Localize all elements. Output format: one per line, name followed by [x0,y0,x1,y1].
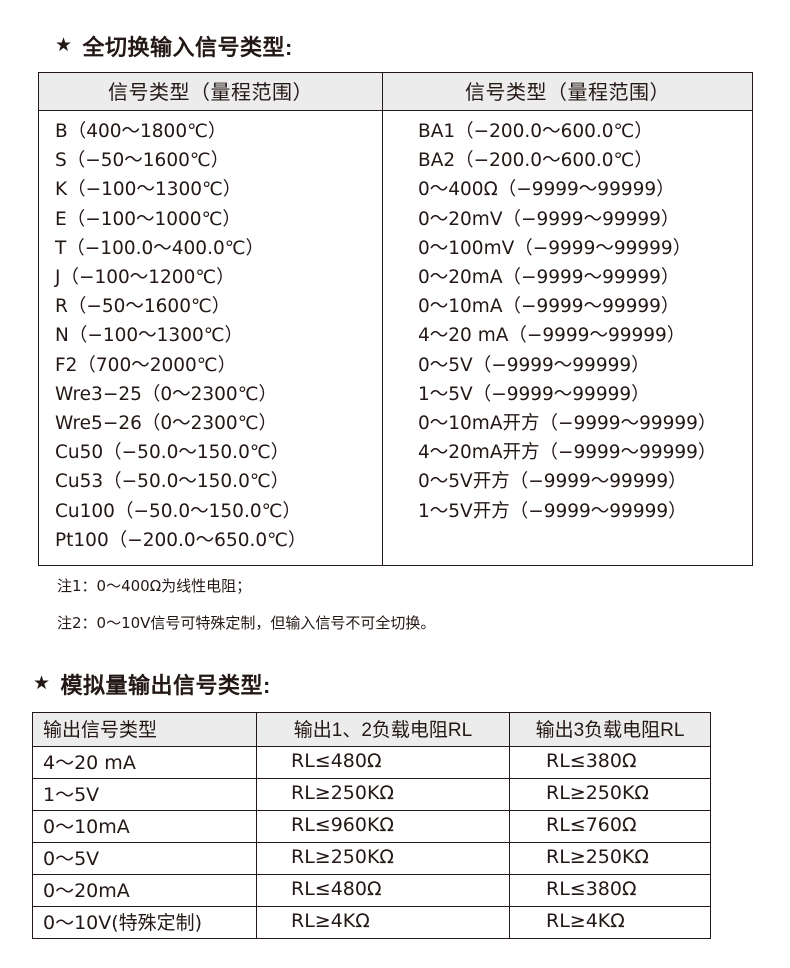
list-item: S（−50～1600℃） [55,150,230,172]
list-item: 0～5V开方（−9999～99999） [418,471,687,493]
list-item: E（−100～1000℃） [55,208,241,230]
right-signal-list: BA1（−200.0～600.0℃） BA2（−200.0～600.0℃） 0～… [383,117,752,526]
cell-output-signal: 0～10mA [32,810,257,843]
section-heading-analog-output-signal-types: ★ 模拟量输出信号类型: [33,668,271,700]
cell-rl-out12: RL≥4KΩ [256,906,510,939]
list-item: 0～400Ω（−9999～99999） [418,179,675,201]
star-icon: ★ [55,34,73,56]
list-item: Cu50（−50.0～150.0℃） [55,442,290,464]
list-item: 0～100mV（−9999～99999） [418,237,692,259]
section-heading-text: 模拟量输出信号类型: [60,673,271,698]
list-item: BA2（−200.0～600.0℃） [418,150,653,172]
list-item: BA1（−200.0～600.0℃） [418,121,653,142]
cell-output-signal: 0～5V [32,842,257,875]
left-signal-column: B（400～1800℃） S（−50～1600℃） K（−100～1300℃） … [38,109,383,567]
list-item: 4～20mA开方（−9999～99999） [418,442,717,464]
cell-rl-out3: RL≥4KΩ [509,906,711,939]
cell-output-signal: 0～20mA [32,874,257,907]
list-item: 0～10mA开方（−9999～99999） [418,413,717,435]
list-item: 1～5V开方（−9999～99999） [418,500,687,522]
analog-output-signal-types-table: 输出信号类型 输出1、2负载电阻RL 输出3负载电阻RL 4～20 mA RL≤… [32,712,711,939]
table-row: 0～5V RL≥250KΩ RL≥250KΩ [32,842,711,875]
list-item: B（400～1800℃） [55,121,227,142]
cell-rl-out3: RL≤380Ω [509,746,711,779]
list-item: F2（700～2000℃） [55,354,237,376]
note-line-2: 注2：0～10V信号可特殊定制，但输入信号不可全切换。 [57,614,436,632]
table-header-row: 输出信号类型 输出1、2负载电阻RL 输出3负载电阻RL [32,712,711,747]
list-item: K（−100～1300℃） [55,179,242,201]
list-item: 0～5V（−9999～99999） [418,354,650,376]
left-signal-list: B（400～1800℃） S（−50～1600℃） K（−100～1300℃） … [39,117,382,555]
cell-rl-out12: RL≤960KΩ [256,810,510,843]
column-header-load-resistance-out12: 输出1、2负载电阻RL [256,712,510,747]
table-row: 4～20 mA RL≤480Ω RL≤380Ω [32,746,711,779]
cell-rl-out3: RL≥250KΩ [509,778,711,811]
column-header-signal-type-right: 信号类型（量程范围） [382,72,753,111]
table-row: 0～20mA RL≤480Ω RL≤380Ω [32,874,711,907]
list-item: Wre5−26（0～2300℃） [55,413,277,435]
table-body-row: B（400～1800℃） S（−50～1600℃） K（−100～1300℃） … [38,109,753,567]
right-signal-column: BA1（−200.0～600.0℃） BA2（−200.0～600.0℃） 0～… [382,109,753,567]
column-header-signal-type-left: 信号类型（量程范围） [38,72,383,111]
cell-rl-out12: RL≤480Ω [256,874,510,907]
list-item: T（−100.0～400.0℃） [55,237,265,259]
list-item: Cu53（−50.0～150.0℃） [55,471,290,493]
list-item: J（−100～1200℃） [55,267,235,289]
list-item: 0～10mA（−9999～99999） [418,296,680,318]
cell-rl-out12: RL≥250KΩ [256,778,510,811]
cell-rl-out12: RL≤480Ω [256,746,510,779]
table-row: 0～10mA RL≤960KΩ RL≤760Ω [32,810,711,843]
list-item: 1～5V（−9999～99999） [418,383,650,405]
section-heading-text: 全切换输入信号类型: [82,35,293,60]
list-item: N（−100～1300℃） [55,325,244,347]
cell-rl-out12: RL≥250KΩ [256,842,510,875]
column-header-load-resistance-out3: 输出3负载电阻RL [509,712,711,747]
table-row: 1～5V RL≥250KΩ RL≥250KΩ [32,778,711,811]
cell-output-signal: 4～20 mA [32,746,257,779]
list-item: 4～20 mA（−9999～99999） [418,325,686,347]
star-icon: ★ [33,672,51,694]
cell-rl-out3: RL≥250KΩ [509,842,711,875]
cell-rl-out3: RL≤760Ω [509,810,711,843]
cell-rl-out3: RL≤380Ω [509,874,711,907]
list-item: Cu100（−50.0～150.0℃） [55,500,301,522]
table-header-row: 信号类型（量程范围） 信号类型（量程范围） [38,72,753,111]
cell-output-signal: 1～5V [32,778,257,811]
table-row: 0～10V(特殊定制) RL≥4KΩ RL≥4KΩ [32,906,711,939]
list-item: R（−50～1600℃） [55,296,231,318]
list-item: Wre3−25（0～2300℃） [55,383,277,405]
note-line-1: 注1：0～400Ω为线性电阻； [57,577,252,595]
list-item: 0～20mA（−9999～99999） [418,267,680,289]
list-item: Pt100（−200.0～650.0℃） [55,529,307,551]
section-heading-input-signal-types: ★ 全切换输入信号类型: [55,30,293,62]
column-header-output-signal-type: 输出信号类型 [32,712,257,747]
input-signal-types-table: 信号类型（量程范围） 信号类型（量程范围） B（400～1800℃） S（−50… [38,72,753,567]
list-item: 0～20mV（−9999～99999） [418,208,680,230]
cell-output-signal: 0～10V(特殊定制) [32,906,257,939]
